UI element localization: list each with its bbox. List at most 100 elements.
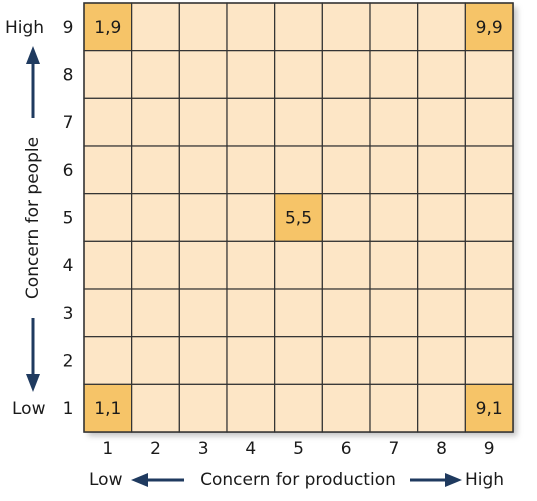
grid-cell — [464, 97, 514, 147]
x-label: 5 — [293, 439, 304, 459]
grid-cell — [321, 193, 371, 242]
grid-cell — [369, 383, 419, 433]
cell-label: 1,1 — [94, 399, 121, 419]
grid-cell — [274, 145, 323, 195]
cell-label: 5,5 — [285, 209, 312, 229]
y-high: High — [5, 18, 44, 38]
grid-cell — [274, 288, 323, 338]
grid-cell — [464, 145, 514, 195]
grid-cell — [178, 2, 228, 52]
grid-cell — [417, 97, 466, 147]
y-arrow — [26, 46, 40, 392]
grid-cell — [226, 336, 276, 385]
grid-cell — [226, 2, 276, 52]
grid — [83, 2, 514, 433]
grid-cell — [131, 288, 180, 338]
grid-cell — [178, 240, 228, 290]
grid-cell — [464, 288, 514, 338]
grid-cell — [83, 193, 133, 242]
grid-cell — [369, 240, 419, 290]
grid-cell — [131, 97, 180, 147]
grid-cell — [417, 2, 466, 52]
grid-cell — [178, 336, 228, 385]
highlight-cell — [274, 193, 323, 242]
x-high: High — [465, 470, 504, 490]
x-low: Low — [89, 470, 123, 490]
grid-cell — [417, 240, 466, 290]
grid-cell — [321, 288, 371, 338]
grid-cell — [369, 336, 419, 385]
grid-cell — [369, 288, 419, 338]
x-label: 6 — [341, 439, 352, 459]
grid-cell — [83, 145, 133, 195]
y-label: 5 — [63, 209, 74, 229]
grid-cell — [83, 288, 133, 338]
grid-cell — [226, 145, 276, 195]
grid-cell — [131, 383, 180, 433]
grid-cell — [369, 97, 419, 147]
x-label: 9 — [484, 439, 495, 459]
grid-cell — [369, 145, 419, 195]
grid-cell — [131, 193, 180, 242]
cell-label: 9,1 — [476, 399, 503, 419]
grid-cell — [321, 336, 371, 385]
grid-border — [83, 2, 514, 433]
x-label: 7 — [388, 439, 399, 459]
grid-cell — [226, 50, 276, 99]
grid-cell — [131, 2, 180, 52]
grid-cell — [464, 240, 514, 290]
grid-cell — [226, 97, 276, 147]
grid-cell — [131, 145, 180, 195]
highlight-cell — [83, 2, 133, 52]
grid-cell — [83, 97, 133, 147]
grid-cell — [417, 336, 466, 385]
grid-cell — [464, 193, 514, 242]
grid-cell — [417, 383, 466, 433]
x-arrow — [131, 473, 462, 487]
grid-cell — [226, 240, 276, 290]
x-label: 2 — [150, 439, 161, 459]
grid-cell — [178, 145, 228, 195]
grid-cell — [83, 336, 133, 385]
grid-cell — [464, 336, 514, 385]
grid-cell — [178, 193, 228, 242]
grid-cell — [226, 193, 276, 242]
grid-cell — [369, 193, 419, 242]
grid-cell — [178, 288, 228, 338]
y-label: 4 — [63, 256, 74, 276]
y-label: 2 — [63, 352, 74, 372]
grid-cell — [321, 50, 371, 99]
x-label: 8 — [436, 439, 447, 459]
grid-cell — [226, 288, 276, 338]
x-axis-title: Concern for production — [200, 470, 396, 490]
grid-cell — [178, 50, 228, 99]
grid-cell — [274, 240, 323, 290]
highlight-cell — [464, 383, 514, 433]
grid-cell — [321, 97, 371, 147]
grid-cell — [274, 2, 323, 52]
grid-cell — [274, 50, 323, 99]
x-label: 4 — [245, 439, 256, 459]
grid-cell — [464, 50, 514, 99]
grid-cell — [131, 240, 180, 290]
grid-cell — [226, 383, 276, 433]
grid-cell — [274, 97, 323, 147]
x-label: 3 — [198, 439, 209, 459]
grid-cell — [321, 240, 371, 290]
y-label: 9 — [63, 18, 74, 38]
grid-cell — [417, 288, 466, 338]
grid-cell — [274, 383, 323, 433]
y-low: Low — [12, 399, 46, 419]
grid-cell — [321, 2, 371, 52]
grid-cell — [369, 2, 419, 52]
y-label: 6 — [63, 161, 74, 181]
grid-cell — [417, 193, 466, 242]
y-label: 3 — [63, 304, 74, 324]
grid-cell — [369, 50, 419, 99]
x-label: 1 — [102, 439, 113, 459]
grid-cell — [83, 240, 133, 290]
grid-cell — [321, 145, 371, 195]
grid-cell — [178, 97, 228, 147]
grid-cell — [417, 50, 466, 99]
